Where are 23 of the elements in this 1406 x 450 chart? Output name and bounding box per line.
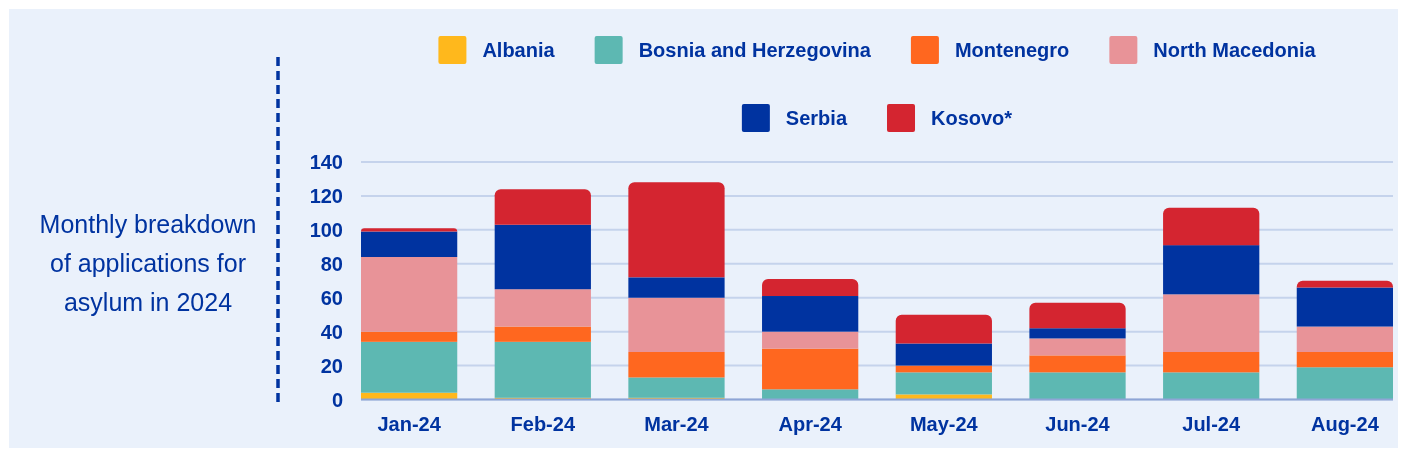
legend-label: North Macedonia bbox=[1153, 39, 1317, 61]
legend-label: Bosnia and Herzegovina bbox=[638, 39, 872, 61]
x-tick-label: Jun-24 bbox=[1045, 413, 1111, 435]
y-tick-label: 20 bbox=[320, 354, 343, 377]
y-tick-label: 140 bbox=[309, 151, 343, 173]
y-tick-label: 120 bbox=[309, 184, 343, 207]
y-tick-label: 40 bbox=[320, 320, 343, 343]
y-tick-label: 60 bbox=[320, 286, 343, 309]
legend-label: Serbia bbox=[785, 107, 848, 129]
x-tick-label: Apr-24 bbox=[778, 413, 843, 435]
x-tick-label: May-24 bbox=[909, 413, 979, 435]
x-tick-label: Jul-24 bbox=[1182, 413, 1241, 435]
y-tick-label: 100 bbox=[309, 218, 343, 241]
legend-label: Albania bbox=[482, 39, 556, 61]
legend-label: Kosovo* bbox=[931, 107, 1013, 129]
legend-label: Montenegro bbox=[954, 39, 1070, 61]
x-tick-label: Feb-24 bbox=[510, 413, 576, 435]
x-tick-label: Mar-24 bbox=[644, 413, 710, 435]
x-tick-label: Jan-24 bbox=[377, 413, 442, 435]
x-tick-label: Aug-24 bbox=[1310, 413, 1380, 435]
y-tick-label: 0 bbox=[331, 388, 343, 411]
text: Monthly breakdown of applications for asylum in 2024 bbox=[39, 209, 257, 316]
y-tick-label: 80 bbox=[320, 252, 343, 275]
